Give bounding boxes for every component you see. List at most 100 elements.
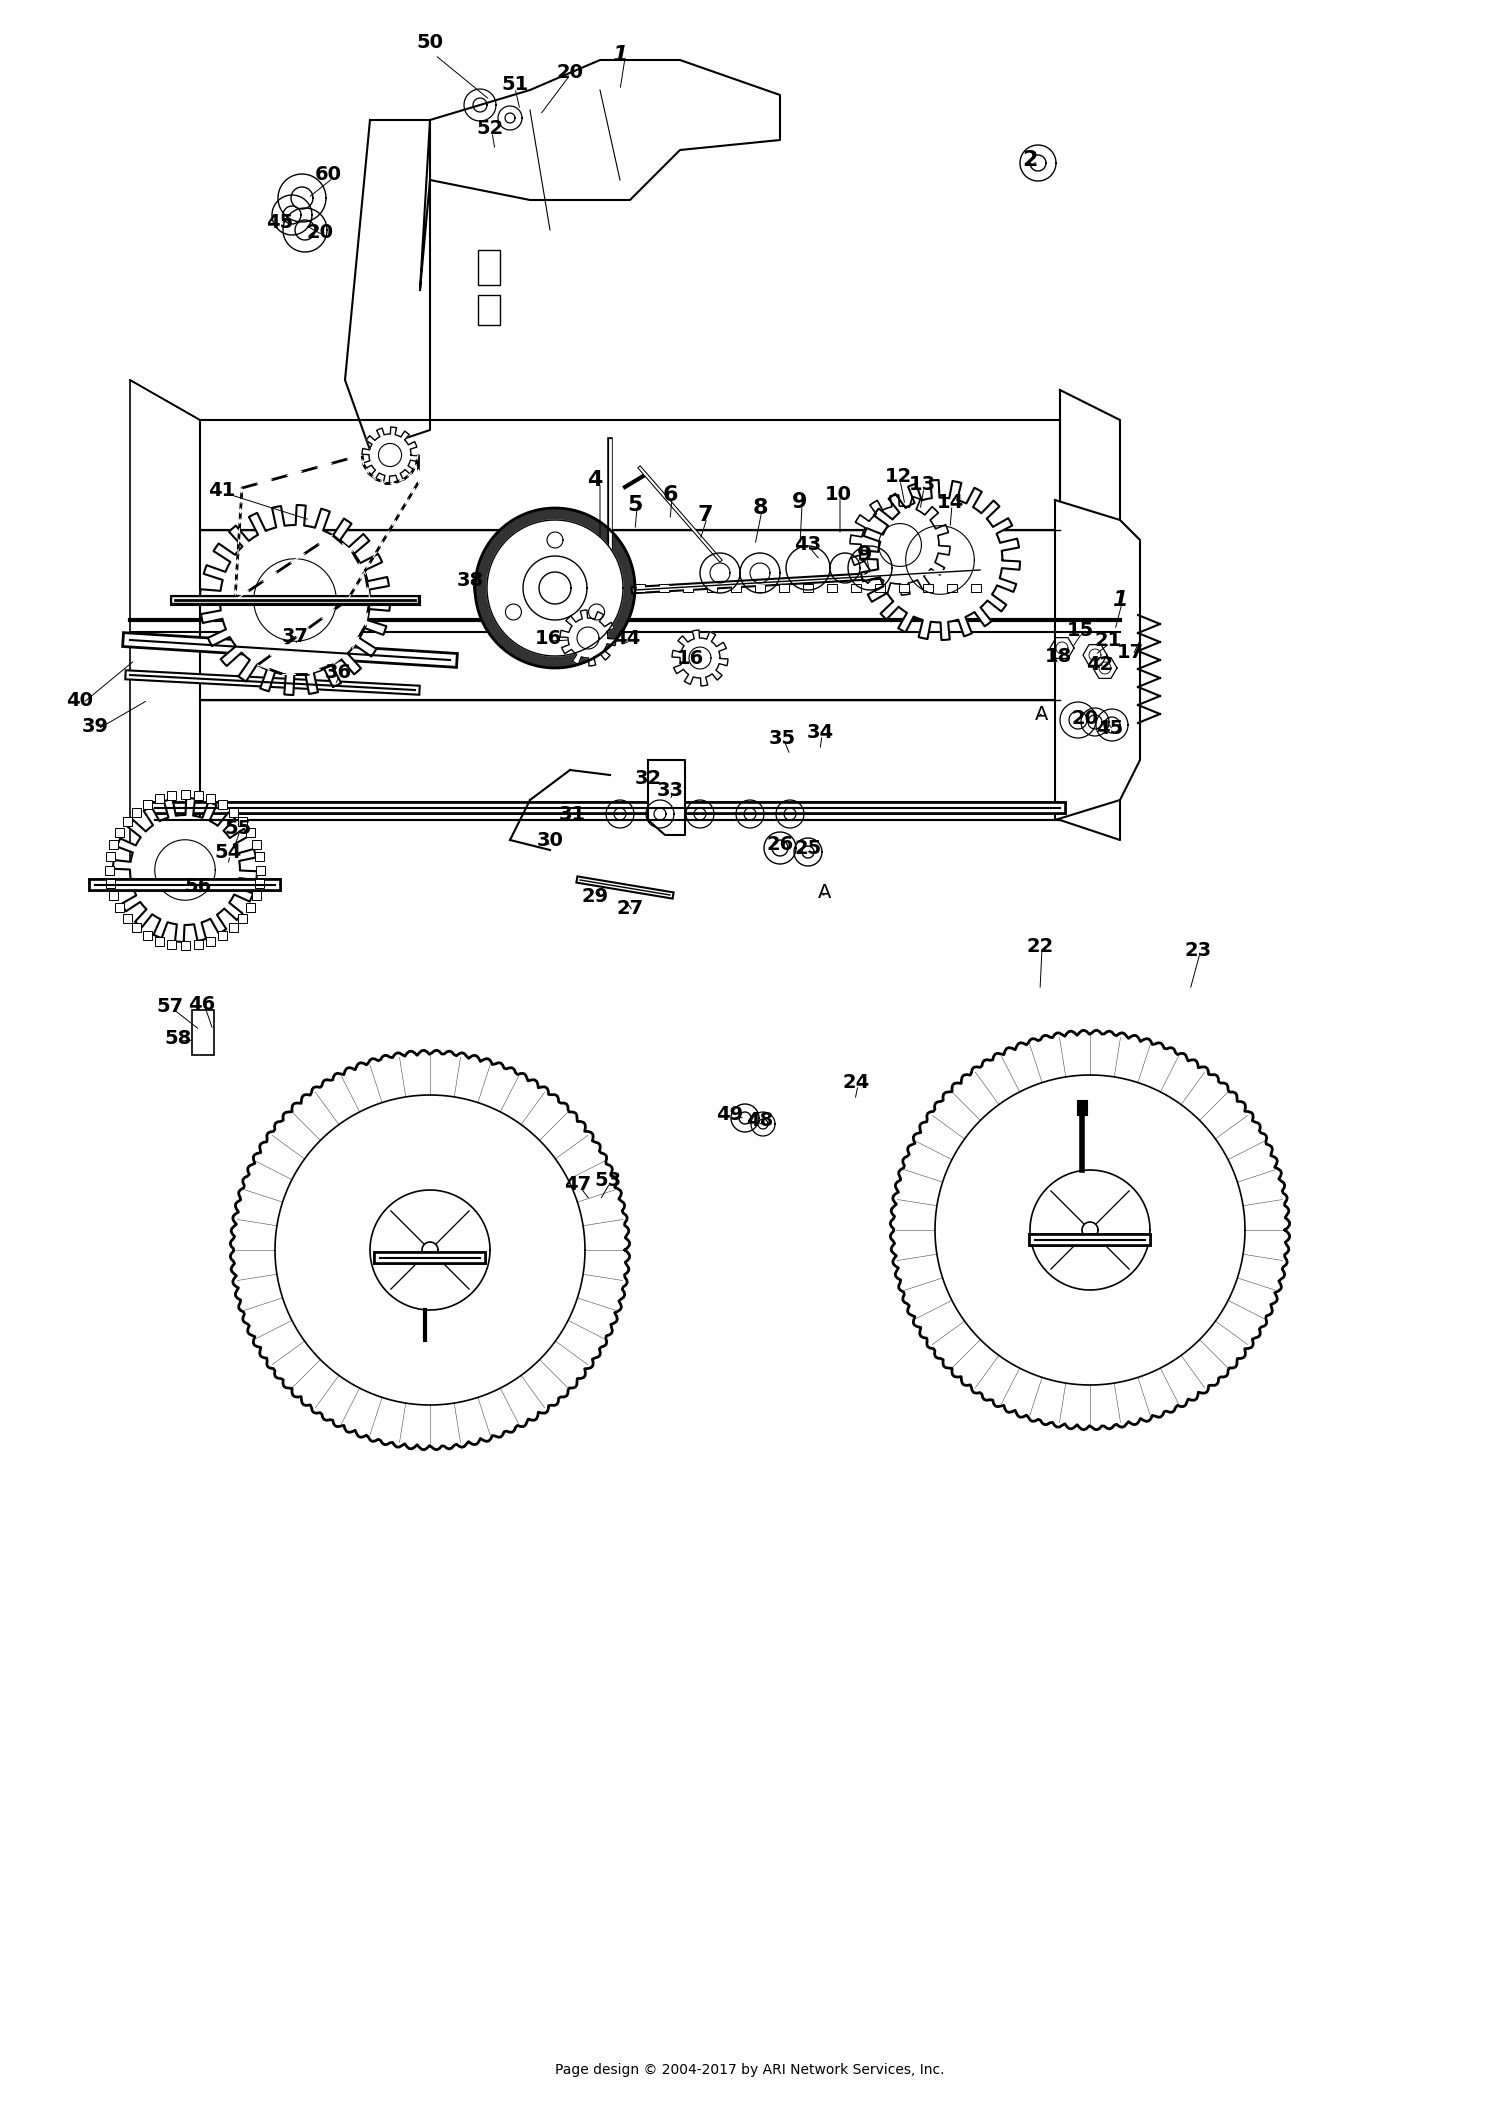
Text: 8: 8	[752, 497, 768, 518]
Text: 20: 20	[556, 63, 584, 82]
Polygon shape	[112, 799, 256, 942]
Polygon shape	[1060, 390, 1120, 841]
Text: 57: 57	[156, 997, 183, 1016]
Bar	[123, 818, 132, 826]
Text: 58: 58	[165, 1028, 192, 1047]
Text: 29: 29	[582, 887, 609, 906]
Bar	[255, 879, 264, 887]
Polygon shape	[362, 428, 419, 483]
Polygon shape	[1054, 499, 1140, 820]
Text: 17: 17	[1116, 643, 1143, 662]
Bar	[154, 794, 164, 803]
Bar	[168, 940, 177, 948]
Text: 16: 16	[676, 649, 703, 668]
Bar	[478, 295, 500, 324]
Bar	[154, 936, 164, 946]
Polygon shape	[560, 611, 616, 666]
Polygon shape	[200, 531, 1060, 700]
Text: 10: 10	[825, 485, 852, 504]
Bar	[252, 841, 261, 849]
Bar	[634, 584, 645, 592]
Text: 36: 36	[324, 662, 351, 681]
Text: 53: 53	[594, 1171, 621, 1190]
Bar	[132, 923, 141, 933]
Text: 31: 31	[558, 805, 585, 824]
Bar	[194, 790, 202, 801]
Text: 49: 49	[717, 1104, 744, 1123]
Text: 20: 20	[1071, 708, 1098, 727]
Text: 27: 27	[616, 898, 644, 917]
Bar	[219, 931, 228, 940]
Text: 1: 1	[612, 44, 627, 65]
Text: 13: 13	[909, 476, 936, 495]
Text: 32: 32	[634, 769, 662, 788]
Bar	[898, 584, 909, 592]
Bar	[123, 914, 132, 923]
Text: 48: 48	[747, 1110, 774, 1129]
Bar	[106, 879, 116, 887]
Bar	[230, 923, 238, 933]
Bar	[246, 828, 255, 836]
Text: 40: 40	[66, 691, 93, 710]
Text: 39: 39	[81, 716, 108, 735]
Text: A: A	[819, 883, 831, 902]
Bar	[230, 807, 238, 818]
Text: 23: 23	[1185, 940, 1212, 959]
Polygon shape	[672, 630, 728, 687]
Bar	[256, 866, 265, 874]
Bar	[142, 931, 152, 940]
Text: 25: 25	[795, 839, 822, 858]
Bar	[478, 251, 500, 284]
Text: 35: 35	[768, 729, 795, 748]
Text: 34: 34	[807, 723, 834, 742]
Text: 52: 52	[477, 118, 504, 137]
Polygon shape	[130, 379, 200, 860]
Bar	[706, 584, 717, 592]
Text: 12: 12	[885, 468, 912, 487]
Text: 42: 42	[1086, 655, 1113, 674]
Text: 5: 5	[627, 495, 642, 514]
Text: Page design © 2004-2017 by ARI Network Services, Inc.: Page design © 2004-2017 by ARI Network S…	[555, 2063, 945, 2078]
Text: 16: 16	[534, 628, 561, 647]
Text: 51: 51	[501, 76, 528, 95]
Bar	[207, 794, 216, 803]
Polygon shape	[890, 1030, 1290, 1431]
Bar	[730, 584, 741, 592]
Text: 15: 15	[1066, 619, 1094, 641]
Polygon shape	[859, 480, 1020, 641]
Text: 18: 18	[1044, 647, 1071, 666]
Bar	[802, 584, 813, 592]
Bar	[252, 891, 261, 900]
Text: 22: 22	[1026, 936, 1053, 954]
Bar	[219, 801, 228, 809]
Text: 50: 50	[417, 32, 444, 51]
Text: 30: 30	[537, 830, 564, 849]
Bar	[850, 584, 861, 592]
Text: 60: 60	[315, 166, 342, 185]
Bar	[946, 584, 957, 592]
Bar	[110, 841, 118, 849]
Bar	[238, 818, 248, 826]
Bar	[194, 940, 202, 948]
Polygon shape	[200, 419, 1060, 531]
Polygon shape	[850, 495, 950, 594]
Text: 4: 4	[588, 470, 603, 491]
Bar	[922, 584, 933, 592]
Bar	[255, 853, 264, 862]
Polygon shape	[345, 120, 430, 451]
Text: 41: 41	[209, 480, 236, 499]
Text: 38: 38	[456, 571, 483, 590]
Bar	[105, 866, 114, 874]
Bar	[682, 584, 693, 592]
Bar	[142, 801, 152, 809]
Bar	[970, 584, 981, 592]
Bar	[658, 584, 669, 592]
Text: 44: 44	[614, 628, 640, 647]
Bar	[168, 790, 177, 801]
Text: 47: 47	[564, 1174, 591, 1193]
Bar	[238, 914, 248, 923]
Bar	[116, 904, 124, 912]
Bar	[132, 807, 141, 818]
Polygon shape	[420, 59, 780, 291]
Text: 33: 33	[657, 780, 684, 799]
